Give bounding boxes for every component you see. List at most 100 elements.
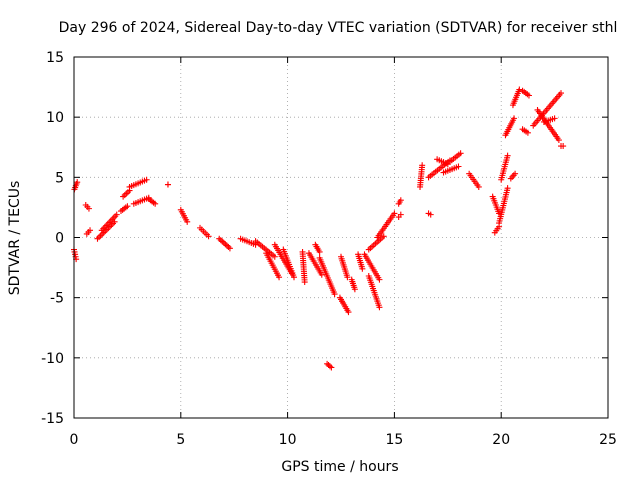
data-point xyxy=(318,271,325,278)
data-point xyxy=(345,309,352,316)
data-point xyxy=(74,179,81,186)
data-point xyxy=(504,152,511,159)
data-series-arc xyxy=(361,251,383,283)
data-series-arc xyxy=(197,224,212,240)
y-tick-label: -10 xyxy=(41,351,64,367)
data-series-arc xyxy=(395,211,404,221)
data-series-arc xyxy=(216,235,233,252)
data-series-arc xyxy=(395,197,404,207)
data-series-arc xyxy=(83,227,94,237)
data-point xyxy=(560,143,567,150)
data-series-arc xyxy=(558,143,567,150)
data-series-arc xyxy=(425,210,434,218)
data-series-arc xyxy=(519,126,531,136)
data-series-arc xyxy=(117,203,131,215)
y-tick-label: -15 xyxy=(41,411,64,427)
x-tick-label: 25 xyxy=(599,432,617,448)
data-point xyxy=(316,248,323,255)
data-point xyxy=(359,265,366,272)
data-series-arc xyxy=(164,181,171,188)
x-tick-label: 15 xyxy=(385,432,403,448)
data-series-arc xyxy=(316,254,338,298)
data-point xyxy=(344,274,351,281)
data-point xyxy=(164,181,171,188)
x-tick-label: 10 xyxy=(279,432,297,448)
data-point xyxy=(419,162,426,169)
data-series-arc xyxy=(496,185,511,227)
data-series-arc xyxy=(446,150,464,165)
data-point xyxy=(455,163,462,170)
x-axis-label: GPS time / hours xyxy=(281,459,398,475)
data-point xyxy=(85,205,92,212)
data-point xyxy=(205,233,212,240)
data-point xyxy=(276,274,283,281)
y-tick-label: 5 xyxy=(55,170,64,186)
data-series-arc xyxy=(355,251,366,272)
data-series-arc xyxy=(365,273,383,311)
data-point xyxy=(271,253,278,260)
data-point xyxy=(397,197,404,204)
data-point xyxy=(558,90,565,97)
data-series-arc xyxy=(491,223,503,236)
data-series-arc xyxy=(374,210,398,241)
data-series-arc xyxy=(507,170,519,182)
data-point xyxy=(301,279,308,286)
data-series-arc xyxy=(280,246,298,281)
x-tick-label: 0 xyxy=(70,432,79,448)
data-series-arc xyxy=(126,176,150,190)
data-series-arc xyxy=(145,195,159,207)
data-point xyxy=(512,170,519,177)
data-series-arc xyxy=(338,253,351,281)
data-point xyxy=(376,276,383,283)
data-series-arc xyxy=(425,157,453,181)
data-series-arc xyxy=(299,248,308,286)
data-point xyxy=(380,233,387,240)
data-series-arc xyxy=(177,206,191,225)
data-point xyxy=(152,200,159,207)
y-tick-label: 15 xyxy=(46,50,64,66)
data-point xyxy=(551,115,558,122)
data-point xyxy=(184,218,191,225)
data-point xyxy=(351,286,358,293)
chart-title: Day 296 of 2024, Sidereal Day-to-day VTE… xyxy=(59,20,618,36)
data-point xyxy=(525,92,532,99)
data-point xyxy=(113,211,120,218)
data-point xyxy=(511,115,518,122)
data-series-arc xyxy=(252,238,278,260)
data-series-arc xyxy=(82,202,92,212)
data-series-arc xyxy=(312,241,323,255)
data-point xyxy=(475,183,482,190)
data-point xyxy=(291,274,298,281)
data-series-arc xyxy=(336,294,352,316)
data-series-arc xyxy=(324,360,335,371)
data-series-arc xyxy=(417,162,426,190)
grid-lines xyxy=(74,57,608,418)
data-point xyxy=(376,304,383,311)
data-series-arc xyxy=(263,250,283,281)
data-point xyxy=(331,291,338,298)
data-series-arc xyxy=(348,276,358,293)
data-point xyxy=(326,363,333,370)
axis-ticks: 0 5 10 15 20 25 -15 -10 -5 0 5 10 15 xyxy=(41,50,617,448)
data-series-arc xyxy=(519,87,532,99)
data-series-arc xyxy=(440,163,462,176)
data-point xyxy=(427,211,434,218)
data-series-arc xyxy=(530,90,565,129)
data-series-arc xyxy=(466,170,482,190)
x-tick-label: 5 xyxy=(176,432,185,448)
data-series-arc xyxy=(305,250,325,278)
data-point xyxy=(524,129,531,136)
y-tick-label: -5 xyxy=(50,291,64,307)
data-point xyxy=(504,185,511,192)
data-point xyxy=(124,203,131,210)
data-point xyxy=(397,211,404,218)
data-series-arc xyxy=(509,86,523,109)
data-point xyxy=(516,86,523,93)
data-series-arc xyxy=(498,152,511,183)
data-point xyxy=(555,137,562,144)
data-point xyxy=(143,176,150,183)
data-series-arc xyxy=(237,235,259,248)
data-series-arc xyxy=(502,115,518,139)
